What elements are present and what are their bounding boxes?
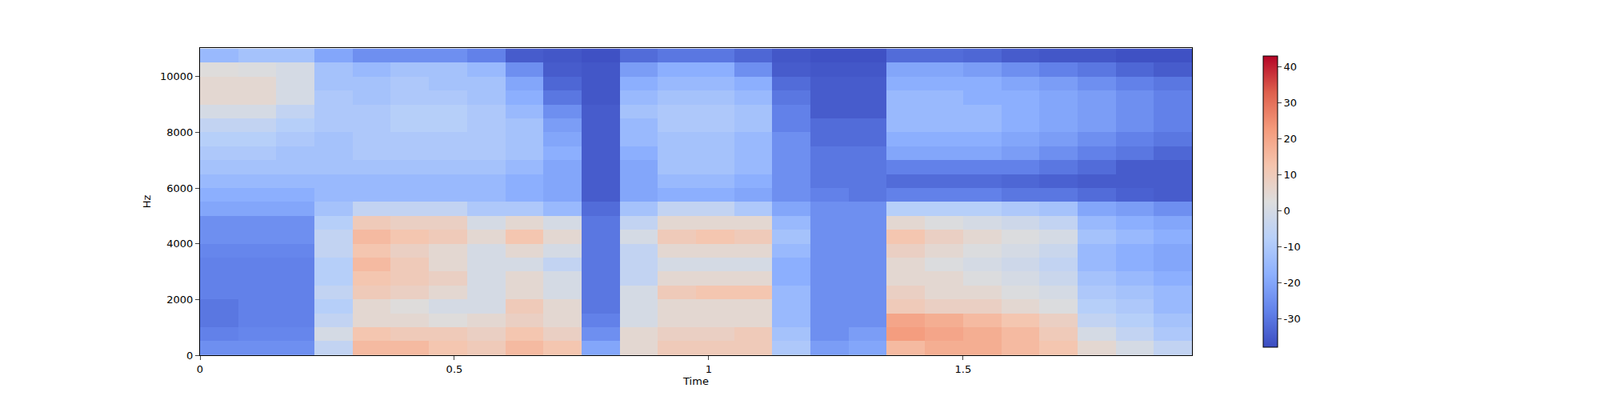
svg-text:-20: -20 xyxy=(1284,276,1301,289)
svg-text:2000: 2000 xyxy=(166,293,193,306)
svg-text:0: 0 xyxy=(1284,204,1291,217)
svg-text:0: 0 xyxy=(186,349,193,362)
svg-text:1.5: 1.5 xyxy=(955,363,972,376)
svg-text:10000: 10000 xyxy=(160,70,193,83)
svg-text:Hz: Hz xyxy=(140,195,153,209)
svg-text:0.5: 0.5 xyxy=(446,363,464,376)
svg-text:Time: Time xyxy=(682,375,709,388)
svg-text:0: 0 xyxy=(196,363,204,376)
svg-text:20: 20 xyxy=(1284,132,1298,145)
svg-text:6000: 6000 xyxy=(166,182,193,195)
svg-text:40: 40 xyxy=(1284,60,1298,73)
svg-text:4000: 4000 xyxy=(166,237,193,250)
svg-text:-10: -10 xyxy=(1284,240,1301,253)
svg-text:8000: 8000 xyxy=(166,126,193,139)
svg-text:1: 1 xyxy=(705,363,712,376)
svg-text:-30: -30 xyxy=(1284,312,1301,325)
svg-text:10: 10 xyxy=(1284,168,1298,181)
svg-text:30: 30 xyxy=(1284,96,1298,109)
